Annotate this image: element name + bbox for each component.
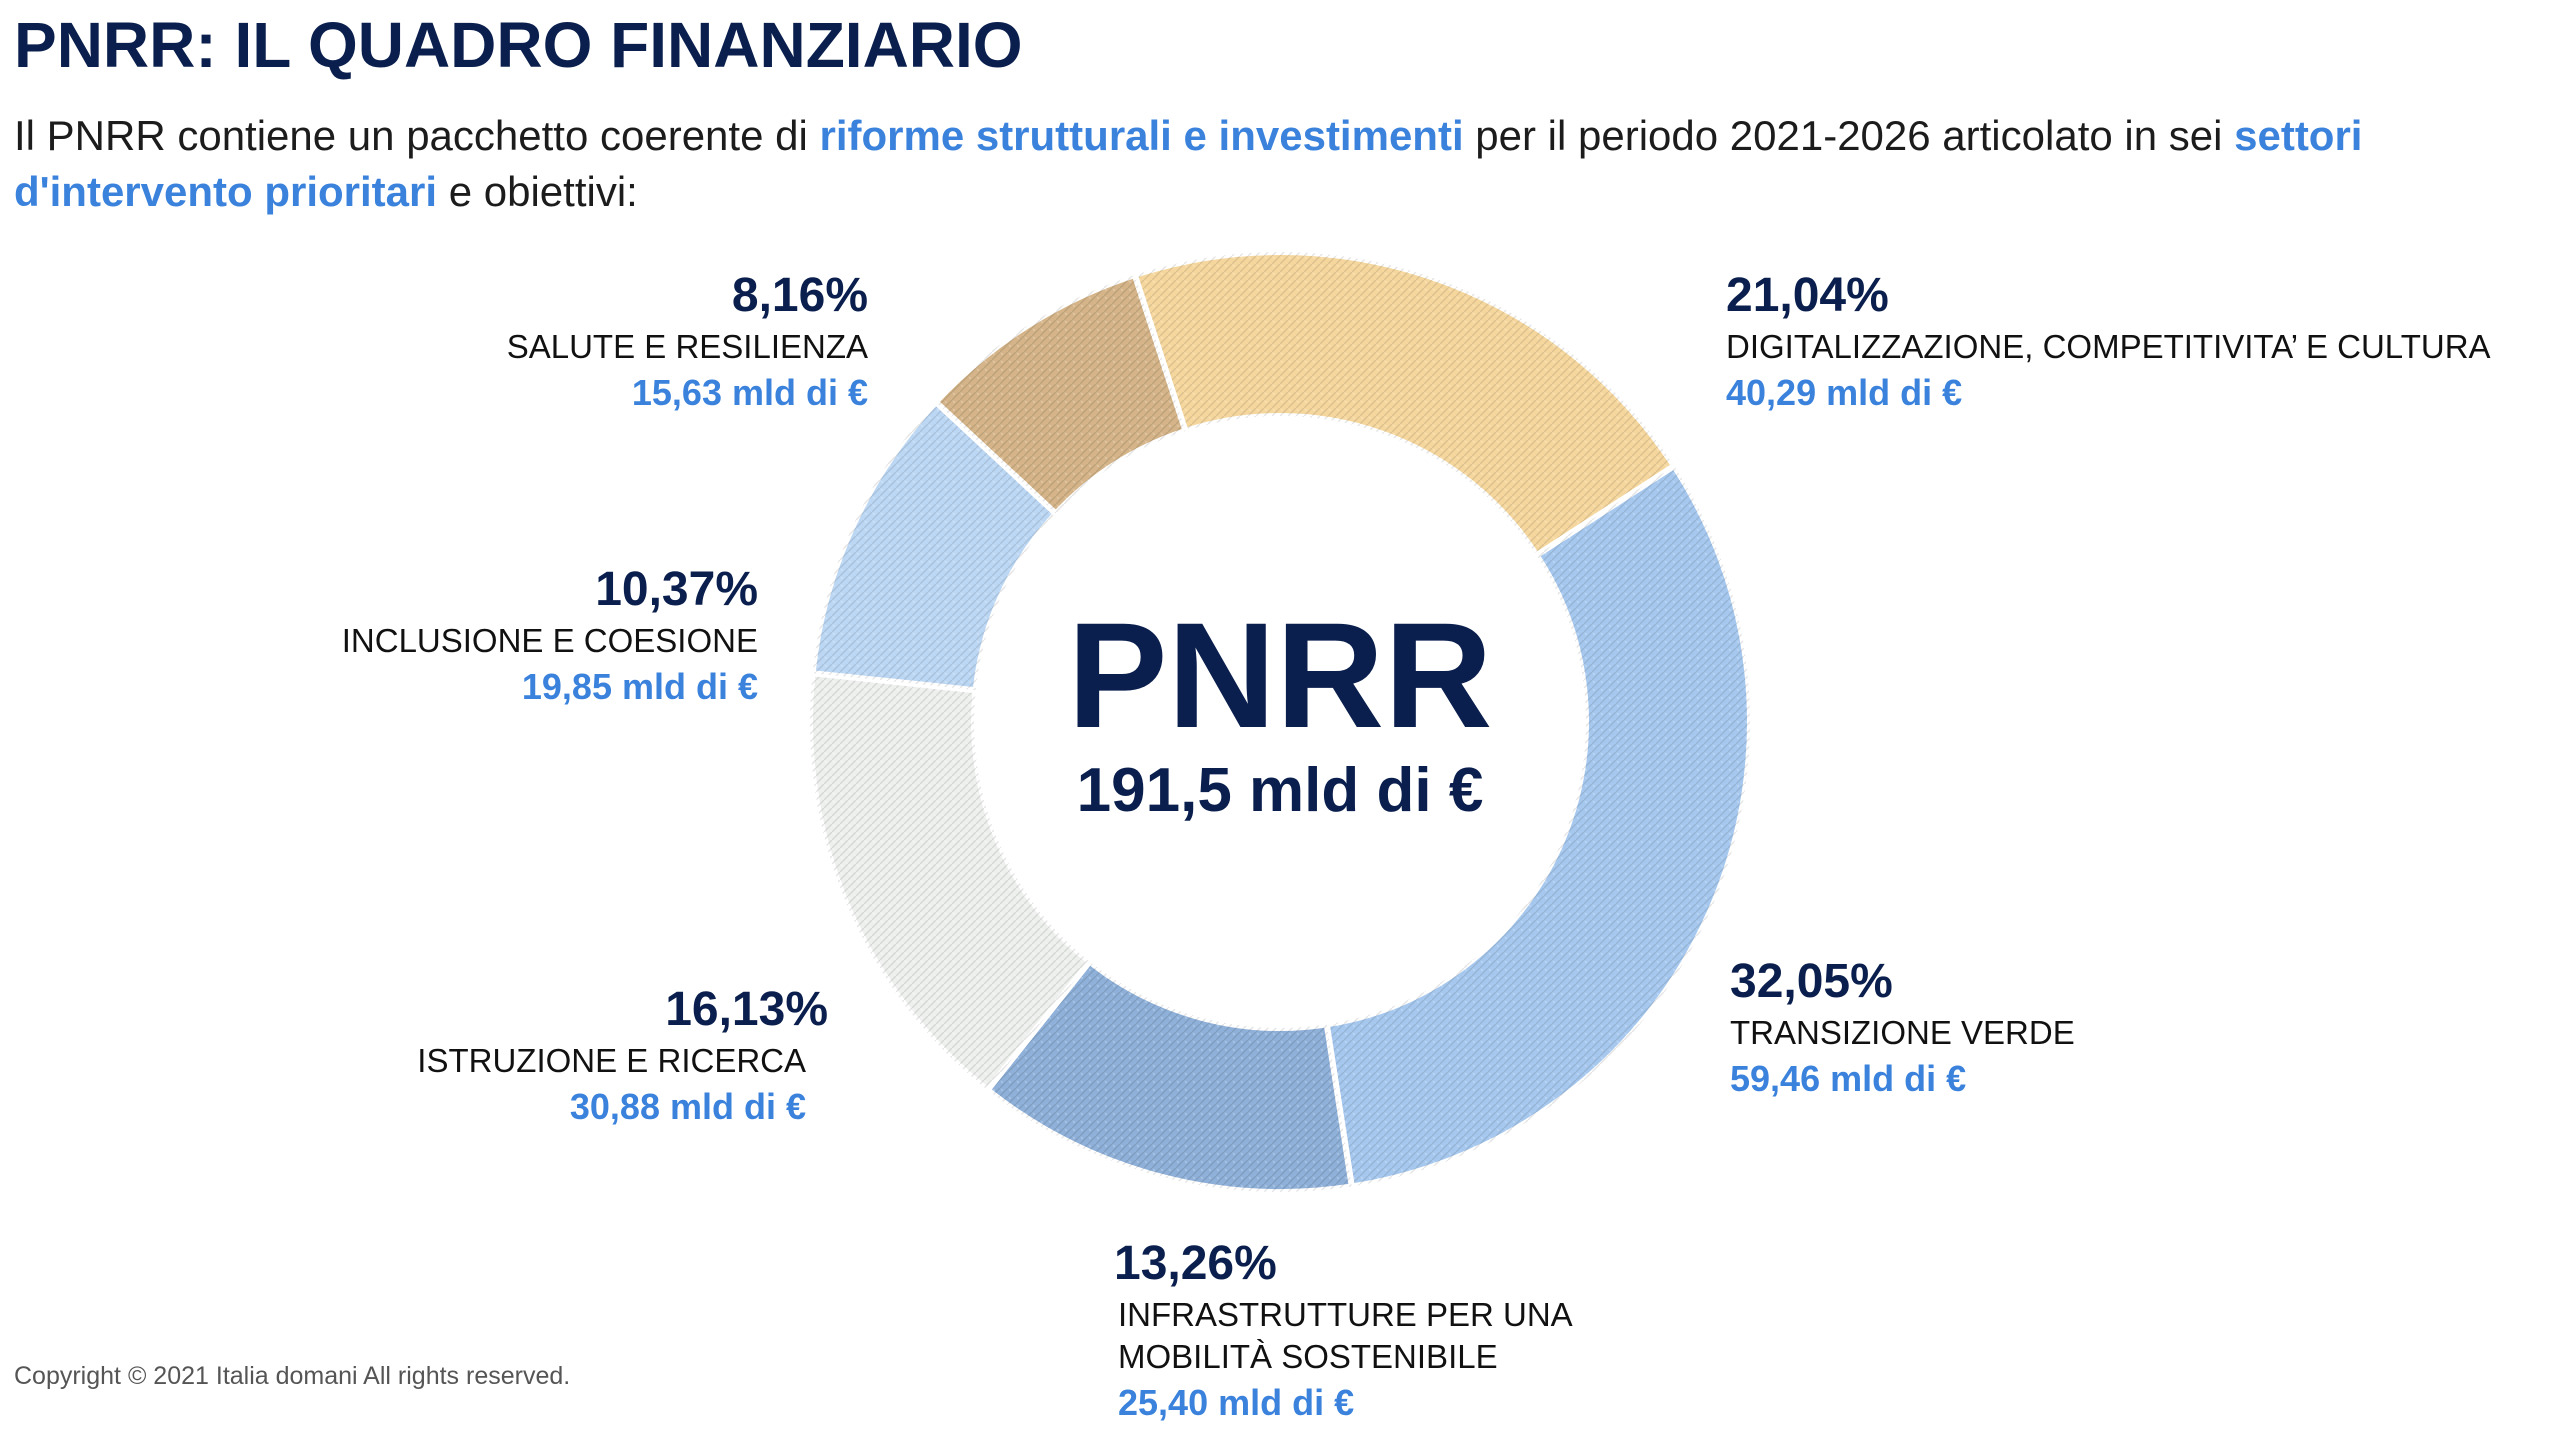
slice-name: TRANSIZIONE VERDE <box>1730 1014 2075 1051</box>
subtitle-highlight: settori d'intervento prioritari <box>14 112 2363 215</box>
subtitle-text: e obiettivi: <box>437 168 638 215</box>
slice-percent: 13,26% <box>1114 1237 1277 1290</box>
slice-percent: 21,04% <box>1726 269 1889 322</box>
slice-amount: 25,40 mld di € <box>1118 1382 1355 1423</box>
donut-slice-texture-0 <box>1134 251 1675 556</box>
center-title: PNRR <box>1067 591 1493 759</box>
page-subtitle: Il PNRR contiene un pacchetto coerente d… <box>14 108 2534 220</box>
subtitle-text: Il PNRR contiene un pacchetto coerente d… <box>14 112 820 159</box>
subtitle-highlight: riforme strutturali e investimenti <box>819 112 1464 159</box>
slice-name: ISTRUZIONE E RICERCA <box>417 1042 806 1079</box>
donut-slice-texture-2 <box>987 961 1352 1192</box>
slice-name: INFRASTRUTTURE PER UNA MOBILITÀ SOSTENIB… <box>1118 1296 1571 1375</box>
center-total: 191,5 mld di € <box>1076 756 1484 825</box>
slice-label-digitalizzazione: 21,04% DIGITALIZZAZIONE, COMPETITIVITA’ … <box>1726 266 2491 418</box>
slice-label-salute: 8,16% SALUTE E RESILIENZA 15,63 mld di € <box>507 266 868 418</box>
slice-amount: 19,85 mld di € <box>521 666 758 707</box>
slice-amount: 30,88 mld di € <box>569 1086 806 1127</box>
slice-label-infrastrutture: 13,26% INFRASTRUTTURE PER UNA MOBILITÀ S… <box>1114 1234 1634 1428</box>
copyright-notice: Copyright © 2021 Italia domani All right… <box>14 1362 571 1390</box>
slice-label-inclusione: 10,37% INCLUSIONE E COESIONE 19,85 mld d… <box>342 560 758 712</box>
page-title: PNRR: IL QUADRO FINANZIARIO <box>14 9 1023 81</box>
slice-amount: 40,29 mld di € <box>1726 372 1963 413</box>
slice-label-transizione-verde: 32,05% TRANSIZIONE VERDE 59,46 mld di € <box>1730 952 2075 1104</box>
slice-name: DIGITALIZZAZIONE, COMPETITIVITA’ E CULTU… <box>1726 328 2491 365</box>
donut-slice-texture-5 <box>935 275 1186 514</box>
slice-amount: 15,63 mld di € <box>631 372 868 413</box>
slice-name: SALUTE E RESILIENZA <box>506 328 868 365</box>
donut-slice-texture-4 <box>812 401 1056 691</box>
slice-percent: 16,13% <box>665 983 828 1036</box>
slice-percent: 10,37% <box>595 563 758 616</box>
slice-percent: 32,05% <box>1730 955 1893 1008</box>
slice-amount: 59,46 mld di € <box>1730 1058 1967 1099</box>
subtitle-text: per il periodo 2021-2026 articolato in s… <box>1463 112 2235 159</box>
donut-slice-texture-1 <box>1326 465 1750 1187</box>
slice-percent: 8,16% <box>731 269 868 322</box>
slice-label-istruzione: 16,13% ISTRUZIONE E RICERCA 30,88 mld di… <box>417 980 828 1132</box>
slice-name: INCLUSIONE E COESIONE <box>341 622 758 659</box>
donut-slice-texture-3 <box>810 673 1090 1090</box>
